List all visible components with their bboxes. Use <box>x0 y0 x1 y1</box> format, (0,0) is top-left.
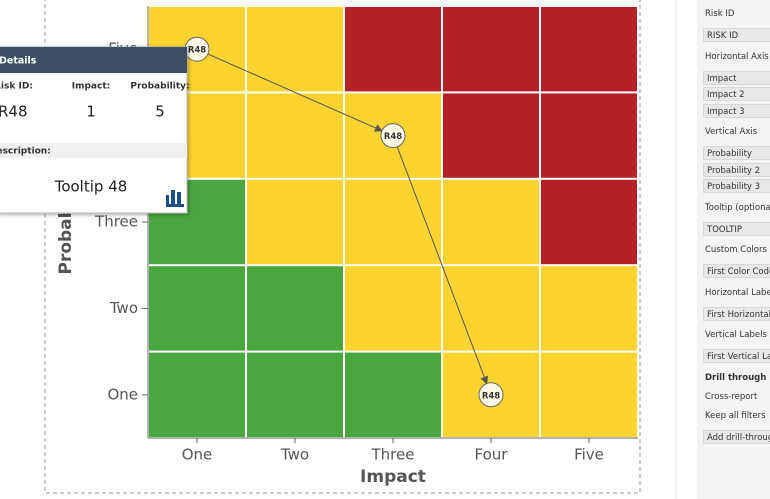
field-well[interactable]: TOOLTIP <box>703 221 770 236</box>
matrix-cell <box>247 179 343 265</box>
field-heading[interactable]: Vertical Labels (o <box>705 330 770 340</box>
field-well[interactable]: Impact 3 <box>703 103 770 118</box>
field-well[interactable]: First Vertical Labe <box>703 349 770 363</box>
field-panel: Risk ID RISK ID Horizontal Axis Impact Impac… <box>697 0 770 499</box>
field-heading[interactable]: Horizontal Axis <box>705 51 769 62</box>
matrix-cell <box>247 7 343 92</box>
tooltip-header <box>0 47 187 73</box>
field-well[interactable]: First Horizontal L <box>703 306 770 321</box>
brand-icon <box>166 190 184 207</box>
matrix-cell <box>345 266 441 351</box>
x-label: Two <box>280 446 309 464</box>
y-label: Two <box>109 299 138 317</box>
risk-marker <box>478 382 504 408</box>
tooltip-field-label: Impact: <box>72 82 110 92</box>
tooltip: Details Risk ID: R48 Impact: 1 Probability: 5 D… <box>0 46 190 214</box>
field-well[interactable]: Impact <box>703 70 770 85</box>
tooltip-field-value: R48 <box>0 103 28 121</box>
tooltip-title: Details <box>0 56 37 67</box>
tooltip-field-label: Probability: <box>130 82 189 92</box>
description-band <box>0 143 187 158</box>
field-well[interactable]: Probability 2 <box>703 162 770 177</box>
field-well[interactable]: First Color Codes <box>703 264 770 278</box>
matrix-cell <box>345 352 441 437</box>
risk-label: R48 <box>188 46 206 56</box>
x-label: Four <box>475 446 509 464</box>
arrow <box>396 146 489 385</box>
matrix-cell <box>443 179 539 265</box>
tooltip-field-value: 1 <box>86 103 96 121</box>
matrix-cell <box>443 93 539 178</box>
risk-label: R48 <box>384 132 402 142</box>
tooltip-field-value: 5 <box>155 103 165 121</box>
field-heading[interactable]: Custom Colors (o <box>705 245 770 255</box>
risk-label: R48 <box>482 391 500 401</box>
description-value: Tooltip 48 <box>54 178 128 196</box>
field-heading[interactable]: Drill through <box>705 372 767 383</box>
tooltip-box <box>0 46 188 214</box>
selection-frame <box>44 0 641 494</box>
matrix-cell <box>149 266 245 351</box>
description-label: Description: <box>0 147 51 157</box>
matrix-cell <box>247 266 343 351</box>
matrix-cell <box>345 7 441 92</box>
matrix-cell <box>541 352 637 437</box>
matrix-cell <box>541 266 637 351</box>
field-heading[interactable]: Vertical Axis <box>705 127 758 137</box>
field-well[interactable]: RISK ID <box>703 28 770 42</box>
field-well[interactable]: Probability 3 <box>703 179 770 193</box>
tooltip-field-label: Risk ID: <box>0 82 33 92</box>
risk-marker <box>380 123 406 149</box>
field-well[interactable]: Probability <box>703 146 770 160</box>
matrix-cell <box>345 179 441 265</box>
field-heading[interactable]: Keep all filters <box>705 410 766 421</box>
x-axis-title: Impact <box>360 467 426 487</box>
matrix-cell <box>247 93 343 178</box>
matrix-cell <box>541 93 637 178</box>
canvas: OneTwoThreeFourFiveOneTwoThreeFourFiveIm… <box>0 0 677 499</box>
field-well[interactable]: Impact 2 <box>703 87 770 101</box>
field-well[interactable]: Add drill-through <box>703 429 770 444</box>
matrix-cell <box>443 7 539 92</box>
x-label: One <box>182 446 213 464</box>
matrix-cell <box>541 7 637 92</box>
y-label: Three <box>94 213 138 231</box>
matrix-cell <box>443 266 539 351</box>
field-heading[interactable]: Risk ID <box>705 9 735 19</box>
x-label: Three <box>371 446 415 464</box>
field-heading[interactable]: Cross-report <box>705 391 758 402</box>
matrix-cell <box>247 352 343 437</box>
x-label: Five <box>574 446 604 464</box>
y-label: One <box>107 385 138 403</box>
field-heading[interactable]: Horizontal Labels <box>705 287 770 298</box>
arrow <box>207 53 383 132</box>
matrix-cell <box>149 352 245 437</box>
field-heading[interactable]: Tooltip (optional) <box>705 202 770 213</box>
matrix-cell <box>541 179 637 265</box>
